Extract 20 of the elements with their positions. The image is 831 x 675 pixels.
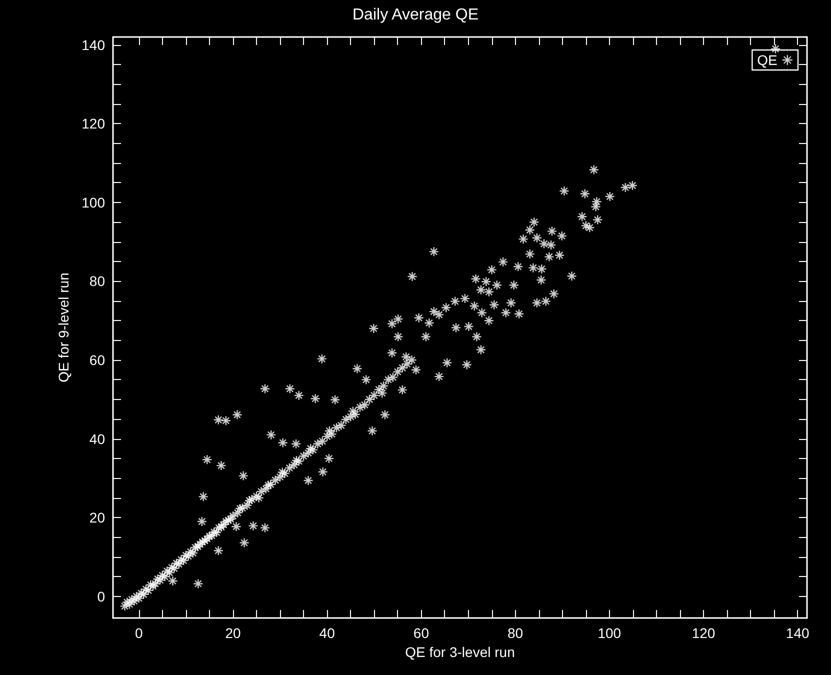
legend-label: QE — [757, 52, 778, 68]
y-tick-label: 140 — [82, 36, 106, 53]
y-tick-label: 120 — [82, 116, 106, 132]
x-tick-label: 0 — [134, 625, 143, 641]
x-tick-label: 40 — [319, 625, 336, 641]
chart-title: Daily Average QE — [352, 6, 478, 24]
x-tick-label: 20 — [225, 625, 241, 641]
x-axis-title: QE for 3-level run — [405, 644, 515, 660]
x-tick-label: 140 — [786, 625, 810, 641]
x-tick-label: 60 — [413, 625, 430, 641]
x-tick-label: 120 — [692, 625, 716, 641]
y-tick-label: 80 — [89, 273, 106, 290]
x-tick-label: 80 — [507, 625, 524, 641]
x-tick-label: 100 — [598, 625, 622, 641]
y-tick-label: 100 — [82, 194, 106, 210]
y-tick-label: 40 — [89, 430, 106, 447]
y-tick-label: 60 — [89, 352, 106, 368]
y-tick-label: 20 — [89, 510, 106, 526]
y-tick-label: 0 — [97, 588, 106, 604]
y-axis-title: QE for 9-level run — [56, 272, 72, 382]
